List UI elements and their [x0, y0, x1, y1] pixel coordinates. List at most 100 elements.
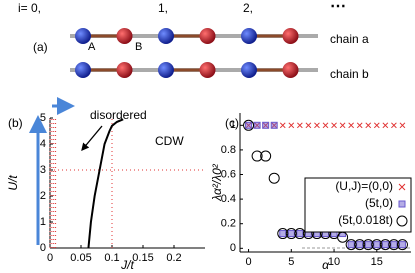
point: [348, 122, 355, 129]
y-axis-label: λα²/λ0²: [210, 163, 224, 201]
y-tick-label: 0.8: [221, 144, 236, 156]
point: [322, 122, 329, 129]
point: [262, 121, 270, 129]
point: [362, 239, 374, 251]
y-tick-label: 0: [230, 242, 236, 254]
point: [251, 150, 263, 162]
point: [382, 122, 389, 129]
panel-label: (c): [225, 116, 239, 130]
site: [241, 62, 257, 78]
point: [390, 241, 398, 249]
panel-label: (b): [8, 116, 23, 130]
site: [282, 62, 299, 78]
legend-marker: [396, 215, 408, 227]
y-tick-label: 0.4: [221, 193, 236, 205]
point: [373, 122, 380, 129]
index-label: 1,: [158, 1, 168, 15]
point: [373, 241, 381, 249]
point: [356, 241, 364, 249]
x-tick-label: 0: [47, 252, 53, 264]
x-tick-label: 0.1: [104, 252, 119, 264]
point: [354, 239, 366, 251]
site: [241, 28, 257, 44]
legend-label: (U,J)=(0,0): [335, 179, 393, 193]
y-axis-label: U/t: [6, 175, 20, 191]
legend-label: (5t,0): [365, 196, 393, 210]
legend-marker: [398, 183, 406, 191]
point: [331, 122, 337, 129]
x-tick-label: 10: [328, 256, 340, 268]
point: [356, 122, 363, 129]
y-tick-label: 2: [40, 190, 46, 202]
site: [199, 28, 216, 44]
y-tick-label: 1: [230, 119, 236, 131]
point: [314, 122, 320, 129]
point: [379, 239, 391, 251]
chain-diagram: i= 0, 1, 2, ⋯ (a) A B chain a chain b: [18, 0, 369, 81]
point: [285, 228, 297, 240]
x-tick-label: 0.2: [166, 252, 181, 264]
y-tick-label: 0.6: [221, 168, 236, 180]
phase-boundary: [87, 118, 124, 249]
legend: [304, 177, 412, 233]
x-tick-label: 0: [245, 256, 251, 268]
point: [245, 121, 253, 129]
annotation: CDW: [155, 134, 184, 148]
index-label: ⋯: [330, 0, 346, 15]
point: [287, 230, 295, 238]
point: [391, 122, 397, 129]
site-label: B: [135, 41, 142, 53]
chain-label: chain b: [330, 67, 369, 81]
site: [116, 28, 133, 44]
site: [199, 62, 216, 78]
site: [158, 62, 174, 78]
point: [399, 122, 406, 129]
point: [253, 121, 261, 129]
point: [288, 122, 295, 129]
point: [277, 228, 289, 240]
y-tick-label: 0: [40, 242, 46, 254]
point: [347, 241, 355, 249]
index-label: i= 0,: [18, 1, 41, 15]
x-tick-label: 5: [288, 256, 294, 268]
y-tick-label: 4: [40, 138, 46, 150]
point: [396, 239, 408, 251]
arrow: [81, 125, 103, 151]
legend-marker: [398, 200, 406, 208]
point: [371, 239, 383, 251]
legend-label: (5t,0.018t): [338, 213, 393, 227]
point: [296, 230, 304, 238]
site: [116, 62, 133, 78]
point: [365, 122, 372, 129]
point: [260, 150, 272, 162]
panel-label: (a): [33, 40, 48, 54]
site: [75, 62, 91, 78]
point: [279, 122, 286, 129]
point: [243, 119, 255, 131]
y-tick-label: 1: [40, 216, 46, 228]
site: [282, 28, 299, 44]
site: [75, 28, 91, 44]
point: [398, 241, 406, 249]
point: [364, 241, 372, 249]
point: [345, 239, 357, 251]
y-tick-label: 0.2: [221, 218, 236, 230]
site: [158, 28, 174, 44]
point: [294, 228, 306, 240]
y-tick-label: 5: [40, 112, 46, 124]
point: [270, 121, 278, 129]
x-tick-label: 0.15: [132, 252, 153, 264]
chain-label: chain a: [330, 32, 369, 46]
point: [296, 122, 303, 129]
x-axis-label: J/t: [120, 258, 134, 272]
x-tick-label: 0.05: [70, 252, 91, 264]
point: [305, 122, 312, 129]
annotation: disordered: [90, 108, 147, 122]
x-tick-label: 15: [371, 256, 383, 268]
point: [339, 122, 346, 129]
x-axis-label: α: [322, 258, 330, 272]
index-label: 2,: [243, 1, 253, 15]
point: [388, 239, 400, 251]
y-tick-label: 3: [40, 164, 46, 176]
